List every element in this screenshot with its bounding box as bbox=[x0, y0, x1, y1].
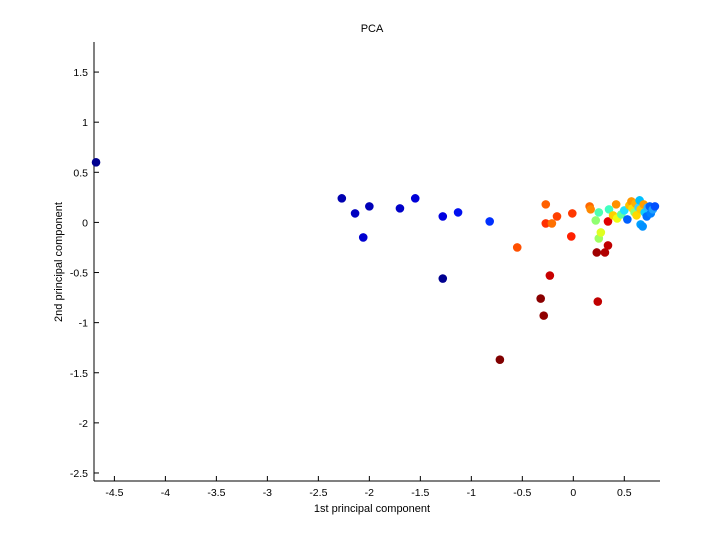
data-point bbox=[541, 219, 551, 228]
data-point bbox=[539, 311, 549, 320]
data-point bbox=[552, 212, 562, 221]
y-tick-label: -1.5 bbox=[70, 368, 88, 380]
data-point bbox=[566, 232, 576, 241]
y-tick-label: 0 bbox=[82, 217, 88, 229]
data-point bbox=[337, 194, 347, 203]
data-point bbox=[593, 297, 603, 306]
data-point bbox=[596, 228, 606, 237]
data-point bbox=[600, 248, 610, 257]
data-point bbox=[567, 209, 577, 218]
data-point bbox=[611, 200, 621, 209]
y-ticks: 1.5 1 0.5 0 -0.5 -1 -1.5 -2 -2.5 bbox=[70, 67, 99, 480]
data-point bbox=[358, 233, 368, 242]
y-tick-label: 1.5 bbox=[73, 67, 88, 79]
x-tick-label: -2.5 bbox=[309, 487, 327, 499]
data-point bbox=[623, 215, 632, 224]
y-axis-label: 2nd principal component bbox=[53, 202, 65, 322]
data-point bbox=[592, 248, 602, 257]
x-tick-label: -4.5 bbox=[105, 487, 123, 499]
y-tick-label: -0.5 bbox=[70, 268, 88, 280]
data-point bbox=[350, 209, 360, 218]
x-ticks: -4.5 -4 -3.5 -3 -2.5 -2 -1.5 -1 -0.5 0 0.5 bbox=[105, 476, 632, 499]
data-point bbox=[438, 274, 448, 283]
x-tick-label: -2 bbox=[365, 487, 374, 499]
data-point bbox=[91, 157, 101, 167]
data-point bbox=[632, 211, 641, 220]
x-tick-label: -4 bbox=[161, 487, 170, 499]
data-point bbox=[603, 217, 613, 226]
y-tick-label: 0.5 bbox=[73, 167, 88, 179]
x-axis-label: 1st principal component bbox=[314, 503, 430, 515]
y-tick-label: -2 bbox=[79, 418, 88, 430]
data-point bbox=[485, 217, 494, 226]
data-point bbox=[365, 202, 374, 211]
x-tick-label: -1 bbox=[467, 487, 476, 499]
x-tick-label: -0.5 bbox=[513, 487, 531, 499]
data-point bbox=[650, 202, 660, 211]
x-tick-label: -3 bbox=[263, 487, 272, 499]
y-tick-label: -2.5 bbox=[70, 468, 88, 480]
x-tick-label: 0.5 bbox=[617, 487, 632, 499]
data-point bbox=[594, 208, 604, 217]
data-point bbox=[395, 204, 405, 213]
data-point bbox=[438, 212, 448, 221]
data-point bbox=[603, 241, 613, 250]
x-tick-label: -3.5 bbox=[207, 487, 225, 499]
data-point bbox=[604, 205, 614, 214]
x-tick-label: -1.5 bbox=[411, 487, 429, 499]
data-point bbox=[591, 216, 601, 225]
chart-title: PCA bbox=[361, 23, 384, 35]
y-tick-label: -1 bbox=[79, 318, 88, 330]
data-point bbox=[541, 200, 551, 209]
data-point bbox=[545, 271, 555, 280]
data-point bbox=[547, 219, 557, 228]
data-points bbox=[91, 157, 660, 365]
data-point bbox=[410, 194, 420, 203]
data-point bbox=[495, 355, 505, 365]
data-point bbox=[638, 222, 647, 231]
data-point bbox=[512, 243, 522, 252]
data-point bbox=[586, 205, 595, 214]
plot-area: -4.5 -4 -3.5 -3 -2.5 -2 -1.5 -1 -0.5 0 0.5 1.5 1 0.5… bbox=[70, 42, 660, 499]
x-tick-label: 0 bbox=[570, 487, 576, 499]
data-point bbox=[453, 208, 463, 217]
data-point bbox=[536, 294, 545, 303]
y-tick-label: 1 bbox=[82, 117, 88, 129]
